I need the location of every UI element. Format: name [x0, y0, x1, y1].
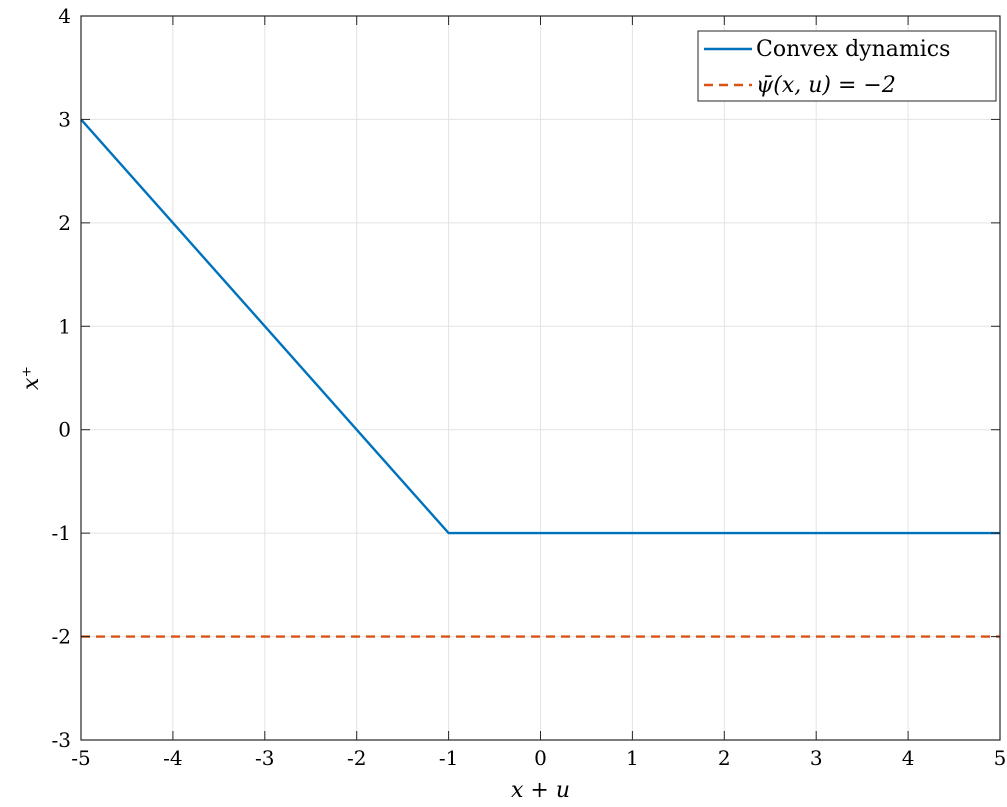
x-tick-label: 2 — [718, 746, 731, 770]
series-line-convex-dynamics — [80, 118, 1000, 535]
x-tick-label: -2 — [347, 746, 366, 770]
y-tick-label: 3 — [58, 107, 71, 131]
y-tick-label: -3 — [52, 728, 71, 752]
y-tick-label: -2 — [52, 625, 71, 649]
x-tick-label: 5 — [994, 746, 1007, 770]
x-tick-label: -1 — [439, 746, 458, 770]
y-tick-label: 2 — [58, 211, 71, 235]
x-axis-label: x + u — [511, 778, 570, 803]
legend-label-convex-dynamics: Convex dynamics — [756, 37, 950, 62]
x-tick-label: 4 — [902, 746, 915, 770]
x-tick-label: 3 — [810, 746, 823, 770]
y-tick-label: 4 — [58, 4, 71, 28]
y-tick-label: -1 — [52, 521, 71, 545]
legend: Convex dynamics ψ̄(x, u) = −2 — [697, 30, 997, 102]
tick-marks — [80, 15, 1001, 741]
x-tick-labels: -5 -4 -3 -2 -1 0 1 2 3 4 5 — [71, 746, 1006, 770]
y-tick-labels: -3 -2 -1 0 1 2 3 4 — [52, 4, 71, 752]
y-tick-label: 0 — [58, 418, 71, 442]
x-tick-label: -4 — [163, 746, 182, 770]
y-axis-label: x⁺ — [19, 366, 44, 390]
legend-label-psi-bar: ψ̄(x, u) = −2 — [756, 73, 896, 98]
x-tick-label: -3 — [255, 746, 274, 770]
legend-box — [697, 30, 997, 102]
x-tick-label: 1 — [626, 746, 639, 770]
x-tick-label: -5 — [71, 746, 90, 770]
plot-series — [80, 118, 1000, 638]
y-tick-label: 1 — [58, 314, 71, 338]
x-tick-label: 0 — [534, 746, 547, 770]
grid — [80, 15, 1001, 741]
